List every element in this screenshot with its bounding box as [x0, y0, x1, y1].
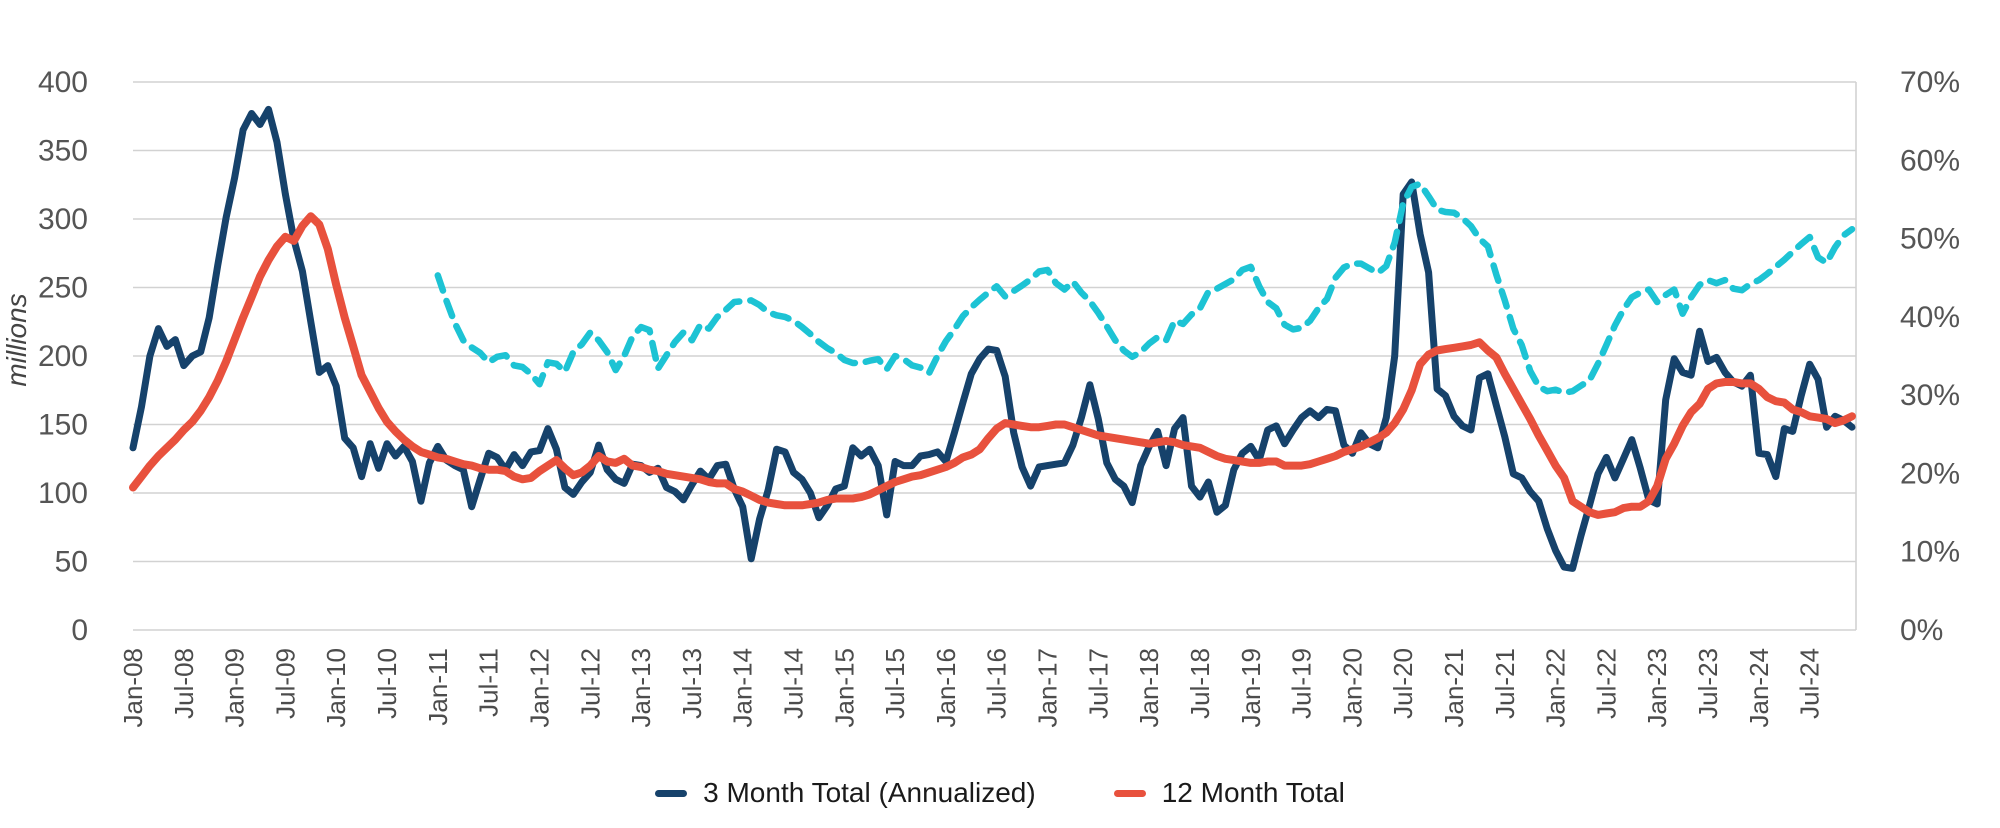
x-axis-tick: Jan-22 [1541, 648, 1571, 728]
x-axis-tick: Jan-11 [423, 648, 453, 726]
x-axis-tick: Jul-16 [982, 648, 1012, 719]
y-axis-left-tick: 100 [38, 477, 88, 510]
x-axis-tick: Jul-12 [575, 648, 605, 719]
axis-labels: 0 50 100 150 200 250 300 350 400 0% 10% 20% 30% 40% 50… [1, 66, 1960, 728]
y-axis-right-tick: 30% [1900, 379, 1960, 412]
x-axis-tick: Jan-13 [626, 648, 656, 728]
series-line-dashed-percent [434, 180, 1856, 397]
x-axis-tick: Jan-09 [220, 648, 250, 728]
legend-swatch-12-month-icon [1113, 789, 1146, 797]
y-axis-right-tick: 50% [1900, 223, 1960, 256]
y-axis-right-tick: 20% [1900, 457, 1960, 490]
y-axis-right-tick: 70% [1900, 66, 1960, 99]
y-axis-right-tick: 40% [1900, 301, 1960, 334]
y-axis-left-tick: 50 [55, 546, 88, 579]
y-axis-left-tick: 200 [38, 340, 88, 373]
y-axis-left-tick: 150 [38, 409, 88, 442]
x-axis-tick: Jan-23 [1642, 648, 1672, 728]
series-lines [129, 105, 1856, 572]
x-axis-tick: Jan-14 [728, 648, 758, 728]
y-axis-left-tick: 350 [38, 135, 88, 168]
x-axis-tick: Jul-20 [1388, 648, 1418, 719]
x-axis-tick: Jan-21 [1439, 648, 1469, 728]
x-axis-tick: Jul-19 [1287, 648, 1317, 719]
x-axis-tick: Jul-08 [169, 648, 199, 719]
x-axis-tick: Jul-15 [880, 648, 910, 719]
x-axis-tick: Jan-16 [931, 648, 961, 728]
y-axis-left-tick: 0 [71, 614, 88, 647]
legend-item-3-month-total: 3 Month Total (Annualized) [655, 777, 1036, 809]
x-axis-tick: Jul-11 [474, 648, 504, 717]
legend: 3 Month Total (Annualized) 12 Month Tota… [0, 768, 2000, 818]
x-axis-tick: Jul-14 [779, 648, 809, 719]
x-axis-tick: Jan-20 [1337, 648, 1367, 728]
y-axis-left-tick: 300 [38, 203, 88, 236]
x-axis-tick: Jan-10 [321, 648, 351, 728]
x-axis-tick: Jul-13 [677, 648, 707, 719]
y-axis-right-tick: 60% [1900, 144, 1960, 177]
y-axis-left-tick: 250 [38, 272, 88, 305]
x-axis-tick: Jul-09 [270, 648, 300, 719]
series-line-12-month-total [129, 212, 1856, 519]
series-line-3-month-total [129, 105, 1856, 572]
x-axis-tick: Jul-18 [1185, 648, 1215, 719]
legend-item-12-month-total: 12 Month Total [1113, 777, 1345, 809]
x-axis-tick: Jan-08 [118, 648, 148, 728]
y-axis-right-tick: 0% [1900, 614, 1943, 647]
y-axis-right-tick: 10% [1900, 536, 1960, 569]
x-axis-tick: Jul-21 [1490, 648, 1520, 719]
x-axis-tick: Jan-17 [1033, 648, 1063, 728]
x-axis-tick: Jan-19 [1236, 648, 1266, 728]
x-axis-tick: Jul-22 [1591, 648, 1621, 719]
x-axis-tick: Jan-12 [524, 648, 554, 728]
x-axis-tick: Jan-24 [1744, 648, 1774, 728]
legend-swatch-3-month-icon [655, 789, 688, 797]
legend-label-12-month-total: 12 Month Total [1161, 777, 1345, 808]
x-axis-tick: Jul-23 [1693, 648, 1723, 719]
x-axis-tick: Jan-18 [1134, 648, 1164, 728]
y-axis-left-tick: 400 [38, 66, 88, 99]
y-axis-title-millions: millions [1, 293, 32, 386]
x-axis-tick: Jan-15 [829, 648, 859, 728]
x-axis-tick: Jul-24 [1795, 648, 1825, 719]
x-axis-tick: Jul-10 [372, 648, 402, 719]
gridlines [133, 81, 1857, 631]
x-axis-tick: Jul-17 [1083, 648, 1113, 719]
legend-label-3-month-total: 3 Month Total (Annualized) [703, 777, 1036, 808]
